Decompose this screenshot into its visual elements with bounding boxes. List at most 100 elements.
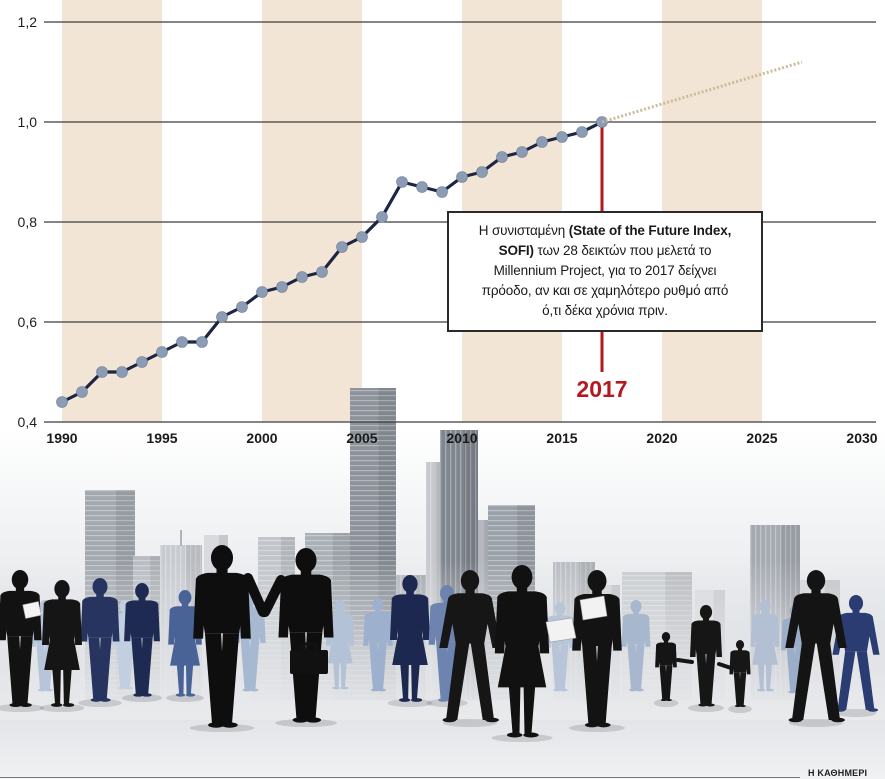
- data-point: [356, 231, 368, 243]
- data-point: [196, 336, 208, 348]
- data-point: [116, 366, 128, 378]
- credit-label: Η ΚΑΘΗΜΕΡΙ: [808, 768, 868, 778]
- person-silhouette: [80, 578, 120, 702]
- data-point: [96, 366, 108, 378]
- annotation-bold-text: SOFI): [498, 243, 534, 258]
- data-point: [136, 356, 148, 368]
- x-tick-label: 2005: [346, 430, 377, 446]
- y-tick-label: 0,4: [18, 414, 38, 430]
- axis-tick-labels: 1,2 1,0 0,8 0,6 0,4 1990 1995 2000 2005 2010 2015 2…: [18, 14, 878, 446]
- person-silhouette: [832, 595, 880, 712]
- person-silhouette: [785, 570, 847, 723]
- document-icon: [545, 617, 577, 643]
- shaded-band: [62, 0, 162, 422]
- data-point: [236, 301, 248, 313]
- ground-shadow: [443, 719, 497, 727]
- annotation-text: ό,τι δέκα χρόνια πριν.: [542, 303, 668, 318]
- ground-shadow: [789, 719, 843, 727]
- city-skyline: [0, 388, 885, 779]
- ground-shadow: [189, 724, 255, 732]
- person-silhouette: [390, 575, 430, 702]
- data-point: [256, 286, 268, 298]
- data-point: [476, 166, 488, 178]
- document-icon: [22, 601, 42, 619]
- x-tick-label: 2010: [446, 430, 477, 446]
- annotation-text: των 28 δεικτών που μελετά το: [533, 243, 712, 258]
- x-tick-label: 2020: [646, 430, 677, 446]
- ground-shadow: [569, 724, 625, 732]
- y-tick-label: 0,6: [18, 314, 38, 330]
- data-point: [76, 386, 88, 398]
- data-point: [276, 281, 288, 293]
- annotation-line: ό,τι δέκα χρόνια πριν.: [453, 301, 757, 321]
- person-silhouette: [124, 583, 160, 697]
- annotation-line: Millennium Project, για το 2017 δείχνει: [453, 261, 757, 281]
- ground-shadow: [835, 709, 877, 717]
- person-silhouette: [42, 580, 82, 707]
- data-point: [396, 176, 408, 188]
- x-tick-label: 2025: [746, 430, 777, 446]
- y-tick-label: 1,2: [18, 14, 38, 30]
- x-tick-label: 2015: [546, 430, 577, 446]
- series-plot: [56, 60, 803, 408]
- data-point: [216, 311, 228, 323]
- ground-shadow: [728, 705, 752, 713]
- data-point: [156, 346, 168, 358]
- x-tick-label: 2030: [846, 430, 877, 446]
- person-silhouette: [750, 600, 780, 692]
- person-silhouette: [363, 598, 393, 692]
- y-tick-label: 0,8: [18, 214, 38, 230]
- x-tick-label: 1995: [146, 430, 177, 446]
- ground-shadow: [121, 694, 163, 702]
- data-point: [336, 241, 348, 253]
- data-point: [496, 151, 508, 163]
- data-point: [516, 146, 528, 158]
- briefcase-icon: [290, 642, 328, 674]
- data-point: [436, 186, 448, 198]
- annotation-text: Η συνισταμένη: [478, 223, 569, 238]
- projection-line: [601, 60, 803, 124]
- holding-hands: [676, 658, 733, 670]
- ground-shadow: [78, 699, 122, 707]
- data-point: [296, 271, 308, 283]
- ground-shadow: [275, 719, 337, 727]
- annotation-line: πρόοδο, αν και σε χαμηλότερο ρυθμό από: [453, 281, 757, 301]
- data-point: [556, 131, 568, 143]
- person-silhouette: [193, 545, 251, 728]
- annotation-line: Η συνισταμένη (State of the Future Index…: [453, 221, 757, 241]
- highlight-label: 2017: [576, 376, 627, 402]
- x-tick-label: 2000: [246, 430, 277, 446]
- antenna: [180, 530, 182, 546]
- shaded-band: [262, 0, 362, 422]
- annotation-text: Millennium Project, για το 2017 δείχνει: [493, 263, 717, 278]
- crowd-silhouettes: [0, 545, 880, 778]
- data-point: [576, 126, 588, 138]
- data-point: [416, 181, 428, 193]
- person-silhouette: [655, 632, 677, 702]
- x-tick-label: 1990: [46, 430, 77, 446]
- y-tick-label: 1,0: [18, 114, 38, 130]
- data-point: [316, 266, 328, 278]
- ground-shadow: [166, 694, 204, 702]
- person-silhouette: [494, 565, 550, 738]
- person-silhouette: [690, 605, 722, 707]
- ground-shadow: [653, 699, 679, 707]
- ground-shadow: [688, 704, 724, 712]
- annotation-text: πρόοδο, αν και σε χαμηλότερο ρυθμό από: [481, 283, 729, 298]
- annotation-box: Η συνισταμένη (State of the Future Index…: [447, 211, 763, 332]
- person-silhouette: [729, 640, 751, 707]
- data-point: [176, 336, 188, 348]
- person-silhouette: [621, 600, 651, 692]
- data-point: [536, 136, 548, 148]
- annotation-bold-text: (State of the Future Index,: [568, 223, 732, 238]
- person-silhouette: [0, 570, 42, 708]
- person-silhouette: [325, 600, 355, 690]
- data-point: [376, 211, 388, 223]
- document-icon: [579, 595, 608, 621]
- data-point: [456, 171, 468, 183]
- annotation-line: SOFI) των 28 δεικτών που μελετά το: [453, 241, 757, 261]
- series-line: [61, 120, 603, 404]
- data-point: [56, 396, 68, 408]
